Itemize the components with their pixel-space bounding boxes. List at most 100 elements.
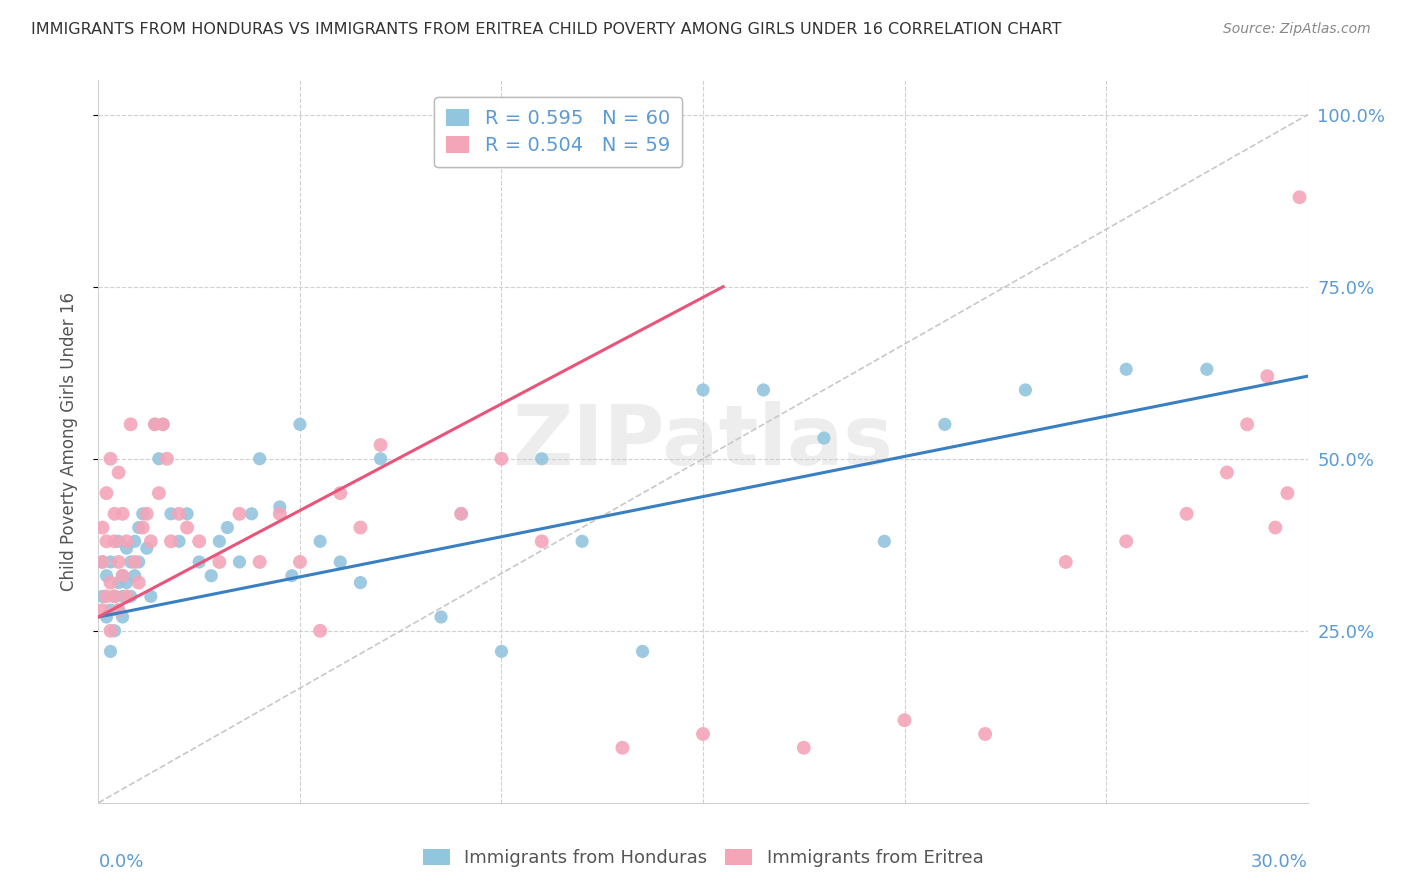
Text: Source: ZipAtlas.com: Source: ZipAtlas.com <box>1223 22 1371 37</box>
Point <box>100 575 122 590</box>
Point <box>107 555 129 569</box>
Point <box>128 520 150 534</box>
Point <box>91 603 114 617</box>
Point <box>120 590 142 604</box>
Point <box>111 610 134 624</box>
Point <box>167 507 190 521</box>
Point <box>329 555 352 569</box>
Point <box>120 417 142 432</box>
Point <box>107 466 129 480</box>
Point <box>281 568 304 582</box>
Point <box>111 568 134 582</box>
Point <box>107 534 129 549</box>
Point <box>1236 417 1258 432</box>
Point <box>692 383 714 397</box>
Point <box>91 520 114 534</box>
Point <box>91 555 114 569</box>
Point <box>124 534 146 549</box>
Point <box>96 610 118 624</box>
Point <box>91 555 114 569</box>
Point <box>100 555 122 569</box>
Point <box>96 568 118 582</box>
Point <box>176 520 198 534</box>
Y-axis label: Child Poverty Among Girls Under 16: Child Poverty Among Girls Under 16 <box>59 292 77 591</box>
Point <box>120 555 142 569</box>
Point <box>160 507 183 521</box>
Point <box>530 451 553 466</box>
Point <box>612 740 634 755</box>
Point <box>100 644 122 658</box>
Point <box>208 534 231 549</box>
Point <box>1256 369 1278 384</box>
Point <box>139 590 162 604</box>
Point <box>288 417 311 432</box>
Point <box>530 534 553 549</box>
Point <box>309 534 332 549</box>
Point <box>128 555 150 569</box>
Point <box>692 727 714 741</box>
Point <box>752 383 775 397</box>
Legend: R = 0.595   N = 60, R = 0.504   N = 59: R = 0.595 N = 60, R = 0.504 N = 59 <box>434 97 682 167</box>
Point <box>188 555 211 569</box>
Point <box>91 590 114 604</box>
Point <box>1288 190 1310 204</box>
Point <box>200 568 222 582</box>
Point <box>309 624 332 638</box>
Text: 0.0%: 0.0% <box>98 854 143 871</box>
Point <box>491 644 513 658</box>
Point <box>103 590 125 604</box>
Point <box>115 575 138 590</box>
Point <box>217 520 239 534</box>
Point <box>167 534 190 549</box>
Point <box>132 520 155 534</box>
Point <box>96 534 118 549</box>
Point <box>249 555 271 569</box>
Point <box>156 451 179 466</box>
Point <box>176 507 198 521</box>
Point <box>1014 383 1036 397</box>
Point <box>450 507 472 521</box>
Point <box>1115 534 1137 549</box>
Point <box>269 507 291 521</box>
Point <box>1216 466 1239 480</box>
Point <box>370 451 392 466</box>
Point <box>571 534 593 549</box>
Point <box>370 438 392 452</box>
Point <box>228 555 250 569</box>
Point <box>100 624 122 638</box>
Point <box>124 568 146 582</box>
Point <box>349 575 371 590</box>
Point <box>115 534 138 549</box>
Point <box>793 740 815 755</box>
Point <box>934 417 956 432</box>
Point <box>115 590 138 604</box>
Point <box>1175 507 1198 521</box>
Point <box>152 417 174 432</box>
Point <box>139 534 162 549</box>
Point <box>430 610 453 624</box>
Point <box>974 727 997 741</box>
Point <box>100 451 122 466</box>
Point <box>1115 362 1137 376</box>
Point <box>188 534 211 549</box>
Point <box>813 431 835 445</box>
Point <box>115 541 138 556</box>
Point <box>1054 555 1077 569</box>
Point <box>96 486 118 500</box>
Point <box>107 603 129 617</box>
Point <box>450 507 472 521</box>
Point <box>160 534 183 549</box>
Point <box>1264 520 1286 534</box>
Point <box>148 451 170 466</box>
Point <box>240 507 263 521</box>
Point <box>111 507 134 521</box>
Point <box>152 417 174 432</box>
Point <box>249 451 271 466</box>
Point <box>135 541 157 556</box>
Point <box>107 603 129 617</box>
Point <box>893 713 915 727</box>
Point <box>100 603 122 617</box>
Point <box>288 555 311 569</box>
Point <box>128 575 150 590</box>
Point <box>103 507 125 521</box>
